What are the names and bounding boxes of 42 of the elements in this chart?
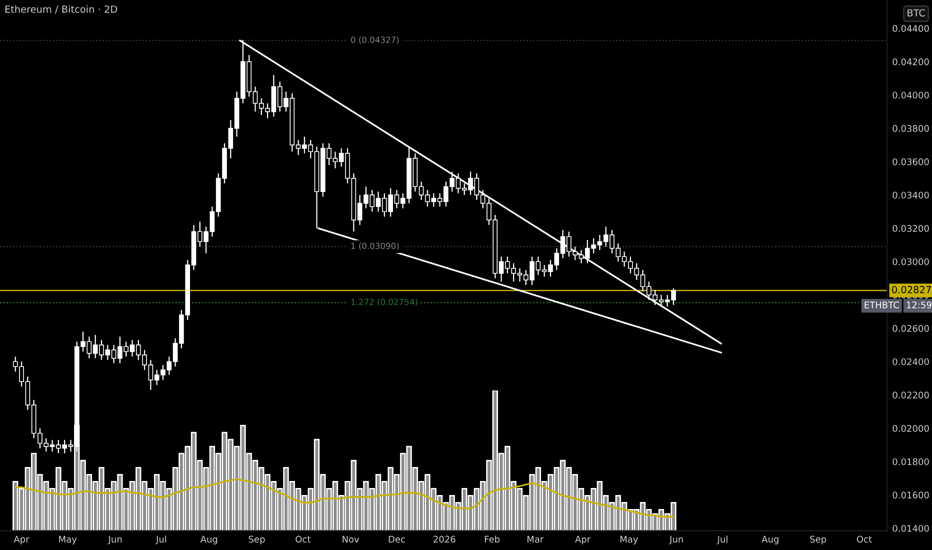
y-tick-label: 0.04000 [892,92,929,99]
y-tick-label: 0.01800 [892,458,929,466]
x-tick-label: Apr [14,536,30,544]
x-tick-label: Mar [527,536,544,543]
x-tick-label: Aug [200,536,218,544]
y-tick-label: 0.01600 [892,492,929,498]
y-tick-label: 0.01400 [892,524,929,532]
x-tick-label: Jun [108,536,122,544]
text: BTC [908,9,925,17]
y-tick-label: 0.02600 [892,325,929,332]
x-tick-label: May [59,536,77,544]
y-tick-label: 0.02000 [892,424,929,432]
chart-title: Ethereum / Bitcoin · 2D [5,5,118,14]
x-tick-label: Feb [484,536,500,543]
x-tick-label: Aug [762,536,778,544]
y-tick-label: 0.03600 [892,158,929,166]
y-tick-label: 0.02200 [892,392,929,398]
x-tick-label: Jun [669,536,683,544]
y-tick-label: 0.03000 [892,258,929,266]
y-tick-label: 0.03400 [892,192,929,199]
x-tick-label: May [620,536,638,544]
ref-line-label: 0.02827 [892,286,931,294]
x-tick-label: Apr [575,536,591,544]
y-tick-label: 0.03800 [892,125,929,132]
x-tick-label: Jul [156,536,166,544]
x-tick-label: Jul [716,536,728,544]
x-tick-label: Oct [856,536,872,543]
y-tick-label: 0.02400 [892,358,929,366]
y-tick-label: 0.03200 [892,225,929,232]
y-tick-label: 0.04200 [892,58,929,66]
x-tick-label: Sep [810,536,826,544]
text: 12:59 [906,302,932,308]
annotation: ETHBTC [864,302,899,308]
y-tick-label: 0.04400 [892,25,929,32]
x-tick-label: Nov [342,536,360,543]
ref-line-label: 0 (0.04327) [351,36,399,44]
x-tick-label: 2026 [434,536,456,543]
ref-line-label: 1 (0.03090) [351,242,399,250]
x-tick-label: Sep [248,536,265,544]
ref-line-label: 1.272 (0.02754) [351,298,418,306]
x-tick-label: Dec [388,536,405,543]
x-tick-label: Oct [296,536,311,543]
